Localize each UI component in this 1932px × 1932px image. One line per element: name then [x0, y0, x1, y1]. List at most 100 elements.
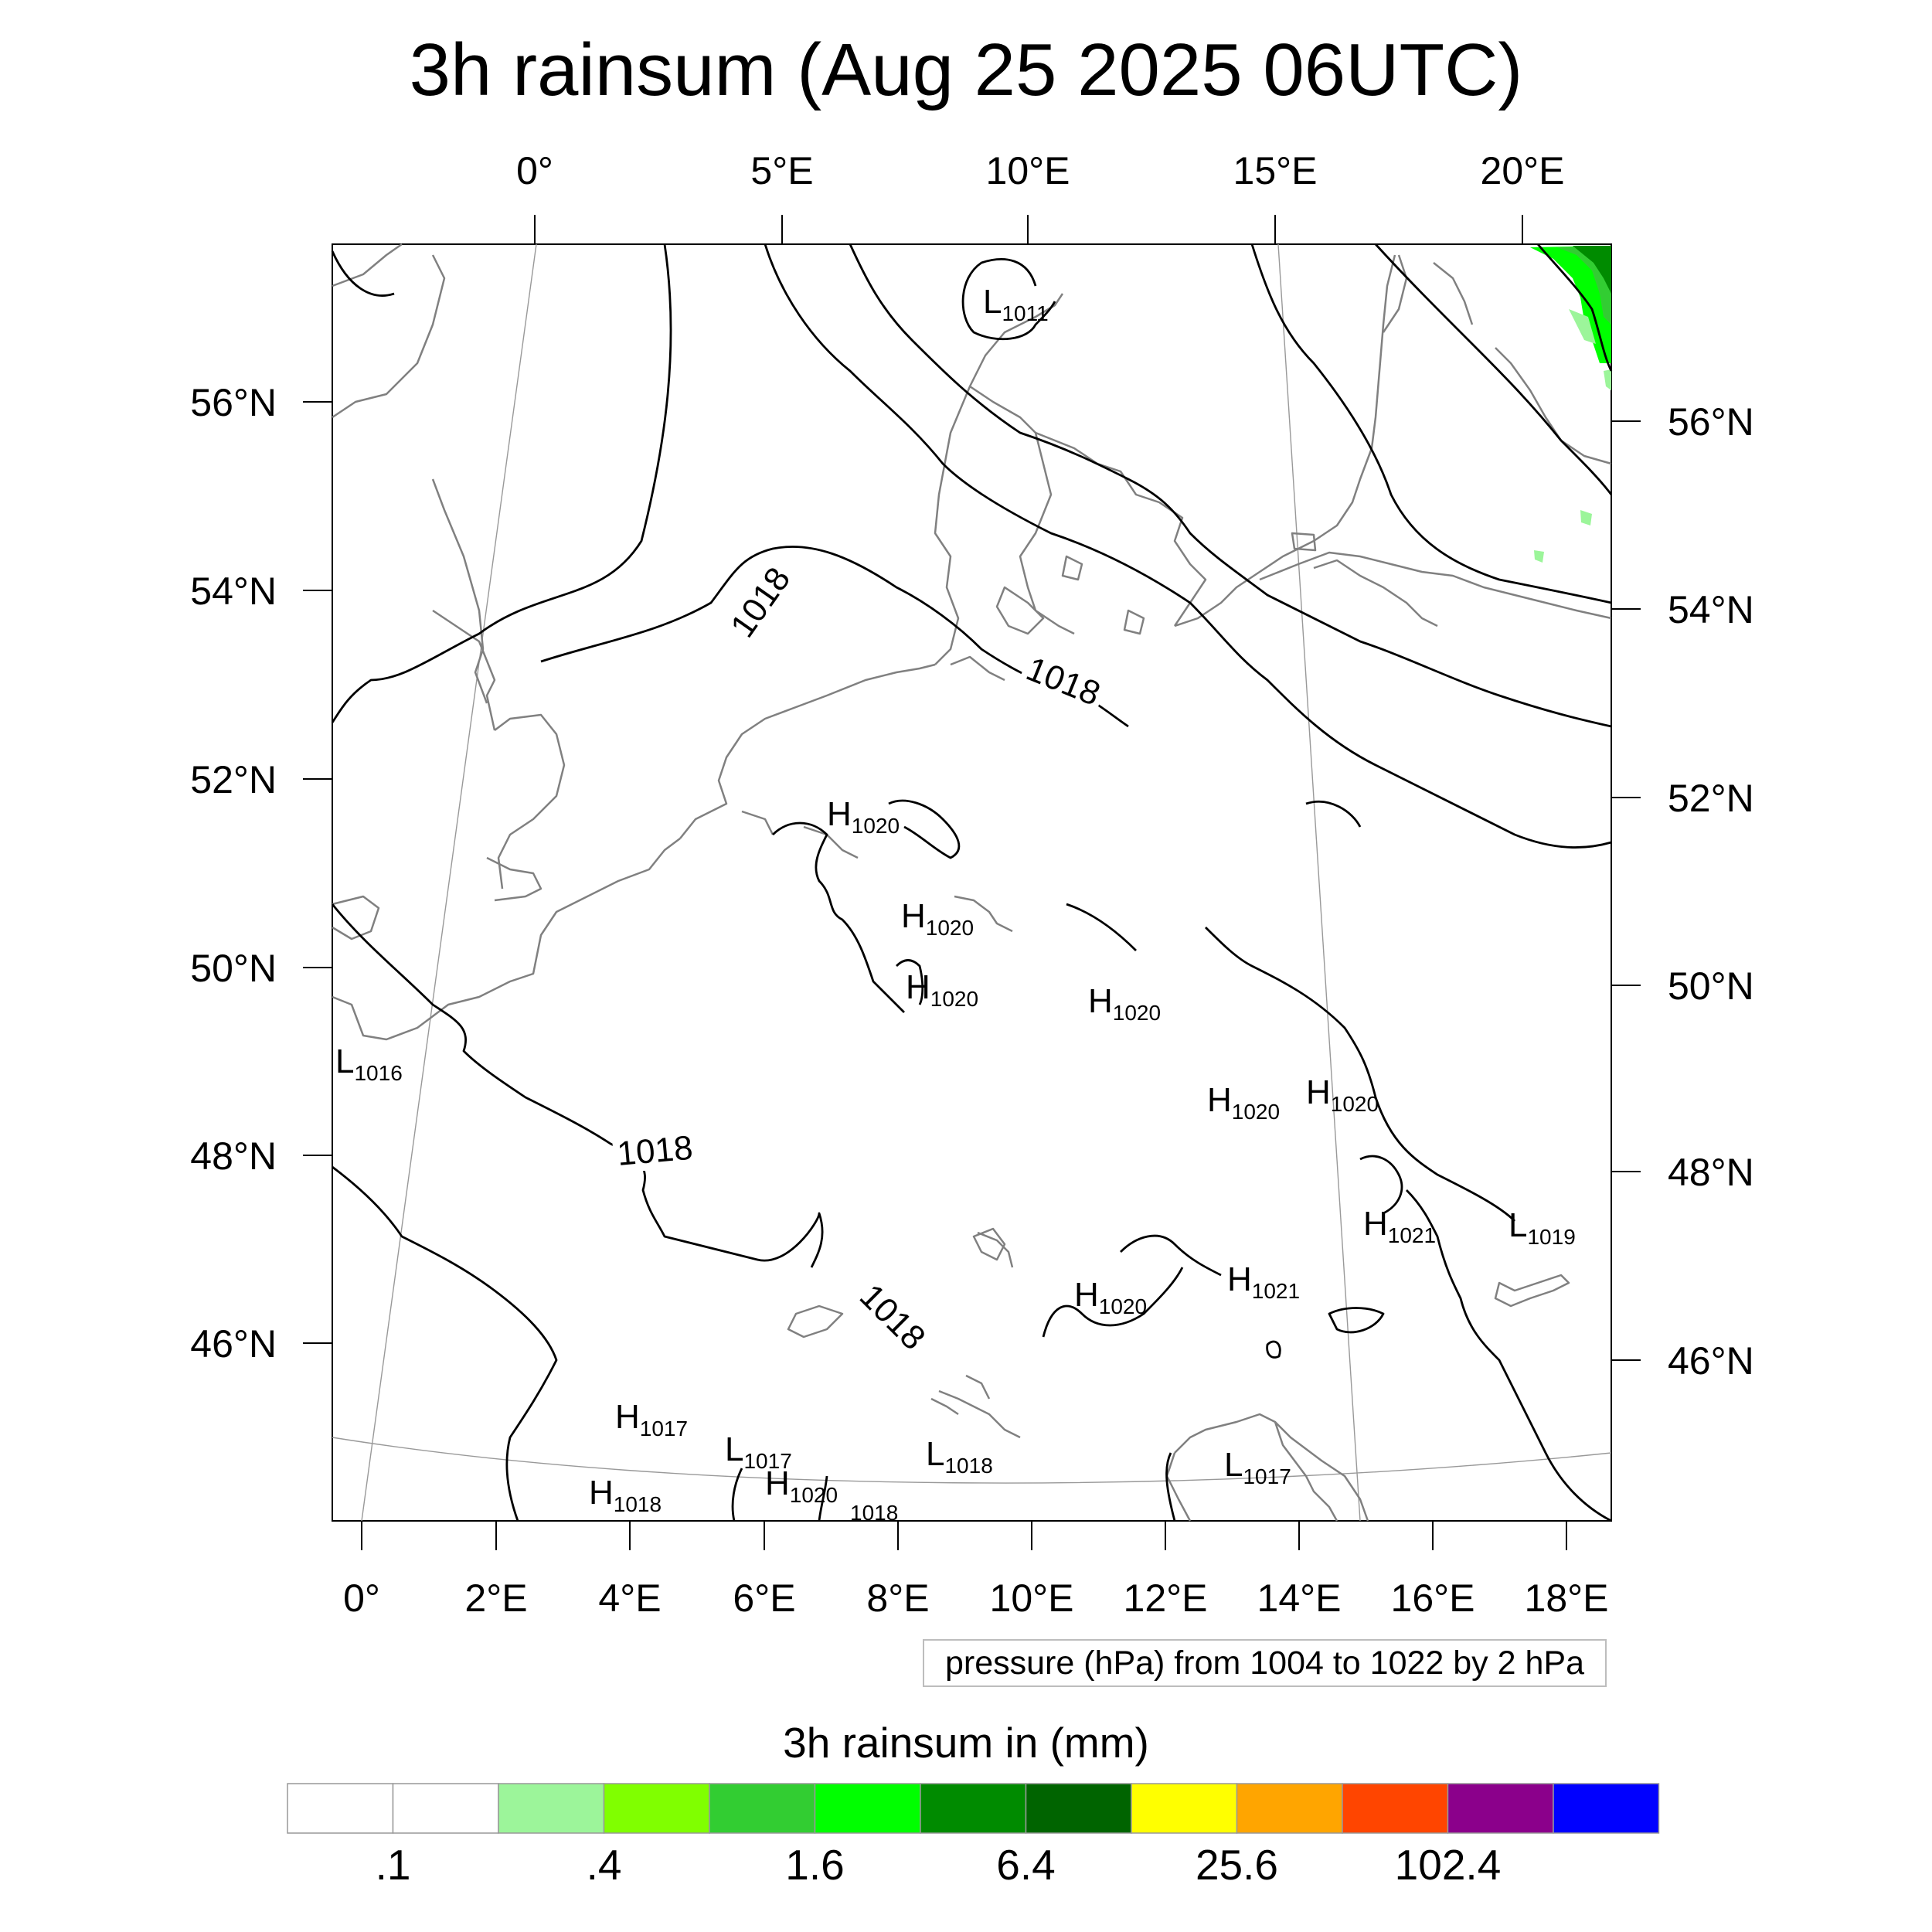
left-lat-label: 56°N [190, 381, 277, 424]
isobar-highs-4 [1042, 1267, 1184, 1338]
isobar-highs-5 [1120, 1234, 1222, 1277]
pressure-center-label: H1020 [901, 897, 974, 940]
right-lat-label: 46°N [1668, 1339, 1754, 1383]
isobar-northeast-3 [1250, 243, 1612, 604]
top-lon-label: 0° [516, 149, 553, 192]
pressure-center-label: H1020 [1088, 982, 1161, 1025]
coastlines [332, 243, 1612, 1522]
colorbar-tick-label: .4 [587, 1841, 622, 1889]
rain-area-northeast [1530, 246, 1611, 563]
isobar-1018-lower-right [1406, 1189, 1612, 1522]
colorbar-tick-label: 25.6 [1196, 1841, 1278, 1889]
bottom-longitude-labels: 0° 2°E 4°E 6°E 8°E 10°E 12°E 14°E 16°E 1… [343, 1577, 1608, 1620]
bottom-lon-label: 14°E [1257, 1577, 1342, 1620]
pressure-center-label: H1018 [589, 1474, 662, 1516]
colorbar-swatch [603, 1783, 710, 1834]
right-lat-label: 52°N [1668, 777, 1754, 820]
colorbar-swatch [1025, 1783, 1132, 1834]
pressure-center-label: H1020 [1306, 1073, 1379, 1116]
bottom-lon-label: 2°E [464, 1577, 527, 1620]
map-frame [332, 243, 1612, 1522]
colorbar: .1 .4 1.6 6.4 25.6 102.4 [287, 1783, 1660, 1889]
contour-info-box: pressure (hPa) from 1004 to 1022 by 2 hP… [923, 1639, 1607, 1687]
isobar-south-1 [731, 1468, 743, 1522]
colorbar-swatch [1342, 1783, 1449, 1834]
bottom-lon-label: 6°E [733, 1577, 795, 1620]
colorbar-swatch [392, 1783, 499, 1834]
top-lon-label: 5°E [750, 149, 813, 192]
right-lat-label: 50°N [1668, 964, 1754, 1008]
isobar-highs-3 [896, 959, 924, 1005]
colorbar-tick-label: 102.4 [1395, 1841, 1502, 1889]
colorbar-swatch [1236, 1783, 1343, 1834]
left-lat-label: 50°N [190, 947, 277, 990]
right-lat-label: 56°N [1668, 400, 1754, 444]
isobar-southwest [332, 1165, 558, 1522]
isobar-northeast-4 [1374, 243, 1613, 495]
pressure-center-label: H1017 [615, 1398, 688, 1440]
isobar-northeast-5 [1536, 243, 1613, 372]
pressure-center-label: L1018 [926, 1435, 993, 1478]
top-lon-label: 10°E [986, 149, 1070, 192]
pressure-center-label: L1011 [983, 283, 1049, 325]
colorbar-swatch [814, 1783, 921, 1834]
bottom-lon-label: 18°E [1525, 1577, 1609, 1620]
bottom-lon-label: 4°E [598, 1577, 661, 1620]
pressure-center-label: H1020 [1074, 1276, 1147, 1318]
colorbar-swatch [1447, 1783, 1554, 1834]
isobar-low-1011 [961, 258, 1056, 341]
bottom-lon-label: 10°E [990, 1577, 1074, 1620]
bottom-lon-label: 12°E [1124, 1577, 1208, 1620]
left-lat-label: 46°N [190, 1322, 277, 1366]
pressure-centers: L1011 H1020 H1020 H1020 H1020 L1016 H102… [335, 283, 1576, 1525]
pressure-center-label: L1017 [725, 1430, 792, 1473]
left-lat-label: 52°N [190, 758, 277, 801]
isobar-1018-east [1205, 927, 1515, 1222]
pressure-center-label: L1017 [1224, 1446, 1291, 1488]
colorbar-tick-label: 6.4 [996, 1841, 1055, 1889]
bottom-lon-label: 0° [343, 1577, 380, 1620]
isobar-1018-main [331, 250, 395, 297]
bottom-lon-label: 16°E [1391, 1577, 1475, 1620]
colorbar-swatch [920, 1783, 1027, 1834]
isobar-label: 1018 [1021, 650, 1105, 713]
colorbar-swatch [498, 1783, 605, 1834]
pressure-center-label: H1021 [1363, 1205, 1436, 1247]
pressure-center-label: L1016 [335, 1043, 403, 1085]
axis-ticks [303, 215, 1641, 1550]
pressure-center-label: H1020 [765, 1464, 838, 1507]
pressure-center-label: L1019 [1509, 1206, 1576, 1249]
isobar-highs-7 [1328, 1307, 1385, 1334]
colorbar-swatch [287, 1783, 394, 1834]
colorbar-tick-label: .1 [376, 1841, 411, 1889]
bottom-lon-label: 8°E [866, 1577, 929, 1620]
right-latitude-labels: 56°N 54°N 52°N 50°N 48°N 46°N [1668, 400, 1754, 1383]
top-lon-label: 15°E [1233, 149, 1318, 192]
isobar-highs-1 [772, 821, 905, 1013]
colorbar-swatch [709, 1783, 816, 1834]
top-longitude-labels: 0° 5°E 10°E 15°E 20°E [516, 149, 1564, 192]
colorbar-title: 3h rainsum in (mm) [783, 1719, 1149, 1767]
isobar-northeast-1 [764, 243, 1612, 849]
isobar-1018-central [331, 903, 824, 1268]
isobar-highs-9 [1305, 800, 1362, 828]
pressure-center-label: H1020 [906, 968, 978, 1011]
isobar-labels: 1018 1018 1018 1018 [611, 557, 1109, 1360]
map-title: 3h rainsum (Aug 25 2025 06UTC) [409, 29, 1523, 111]
isobar-label: 1018 [616, 1129, 695, 1173]
isobar-highs-6 [1359, 1155, 1403, 1215]
colorbar-swatch [1553, 1783, 1660, 1834]
isobars [331, 243, 1613, 1522]
isobar-north-sea [331, 243, 672, 723]
isobar-northeast-2 [849, 243, 1612, 728]
isobar-south-2 [818, 1475, 828, 1522]
pressure-center-label: H1020 [827, 795, 900, 838]
isobar-1018-upper [540, 546, 1129, 728]
isobar-highs-2 [888, 799, 961, 859]
isobar-bottom [1165, 1452, 1176, 1522]
isobar-highs-10 [1066, 903, 1137, 951]
graticule [332, 243, 1612, 1522]
right-lat-label: 54°N [1668, 588, 1754, 631]
